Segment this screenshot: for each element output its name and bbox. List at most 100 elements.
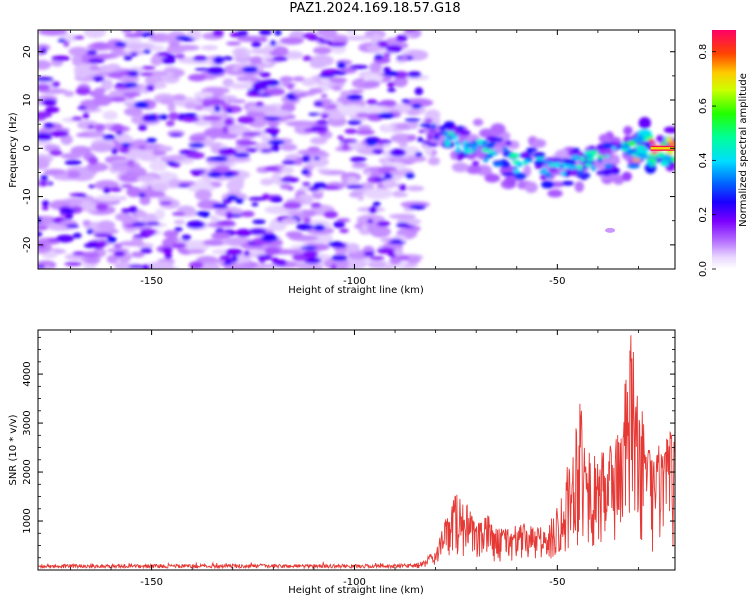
heatmap-cell xyxy=(270,144,281,152)
heatmap-cell xyxy=(188,261,204,269)
heatmap-cell xyxy=(82,219,91,226)
heatmap-cell xyxy=(243,250,251,257)
heatmap-cell xyxy=(141,32,150,38)
heatmap-cell xyxy=(107,71,125,79)
heatmap-cell xyxy=(621,144,631,149)
heatmap-cell xyxy=(186,220,206,229)
heatmap-cell xyxy=(251,202,259,207)
heatmap-cell xyxy=(414,87,424,96)
heatmap-cell xyxy=(167,103,176,112)
heatmap-cell xyxy=(554,149,572,160)
heatmap-cell xyxy=(620,147,630,152)
heatmap-cell xyxy=(433,136,440,140)
heatmap-cell xyxy=(166,160,177,167)
heatmap-cell xyxy=(158,145,173,152)
y-tick-label: 4000 xyxy=(22,361,33,386)
heatmap-cell xyxy=(210,167,230,173)
heatmap-cell xyxy=(411,103,422,109)
signal-peak-core xyxy=(650,147,675,150)
heatmap-cell xyxy=(66,170,81,179)
heatmap-cell xyxy=(431,123,437,130)
heatmap-cell xyxy=(237,115,255,124)
heatmap-cell xyxy=(123,107,143,117)
heatmap-cell xyxy=(230,255,239,263)
heatmap-cell xyxy=(285,50,304,60)
heatmap-cell xyxy=(465,141,475,148)
heatmap-cell xyxy=(162,172,179,180)
heatmap-cell xyxy=(230,82,250,90)
heatmap-cell xyxy=(88,184,96,189)
heatmap-cell xyxy=(261,234,278,242)
heatmap-cell xyxy=(148,114,156,121)
heatmap-cell xyxy=(279,184,292,190)
heatmap-cell xyxy=(106,254,119,264)
heatmap-cell xyxy=(318,39,333,44)
heatmap-cell xyxy=(401,99,411,104)
heatmap-cell xyxy=(38,136,53,141)
heatmap-cell xyxy=(187,183,216,193)
heatmap-cell xyxy=(297,149,326,156)
heatmap-cell xyxy=(87,156,99,165)
heatmap-cell xyxy=(249,56,264,67)
heatmap-cell xyxy=(94,194,123,202)
heatmap-cell xyxy=(154,208,166,220)
heatmap-cell xyxy=(211,259,227,264)
heatmap-cell xyxy=(409,204,426,210)
heatmap-cell xyxy=(169,133,183,137)
heatmap-cell xyxy=(134,210,147,218)
heatmap-cell xyxy=(131,222,147,227)
heatmap-cell xyxy=(38,30,68,36)
colorbar-tick-label: 0.0 xyxy=(698,261,709,277)
heatmap-cell xyxy=(38,76,54,82)
heatmap-cell xyxy=(482,139,489,145)
heatmap-cell xyxy=(264,127,280,135)
heatmap-cell xyxy=(143,49,151,54)
heatmap-cell xyxy=(43,122,55,129)
heatmap-cell xyxy=(542,167,547,173)
heatmap-cell xyxy=(316,119,329,125)
heatmap-cell xyxy=(40,47,47,55)
heatmap-cell xyxy=(213,56,224,65)
heatmap-cell xyxy=(481,147,491,153)
heatmap-cell xyxy=(455,147,462,153)
heatmap-cell xyxy=(188,142,205,148)
heatmap-cell xyxy=(172,242,187,249)
heatmap-cell xyxy=(72,232,82,239)
heatmap-cell xyxy=(611,146,617,151)
heatmap-cell xyxy=(294,262,320,269)
heatmap-cell xyxy=(383,52,391,58)
heatmap-cell xyxy=(145,137,157,144)
heatmap-cell xyxy=(407,71,422,78)
heatmap-cell xyxy=(455,142,462,147)
heatmap-cell xyxy=(502,146,509,152)
heatmap-cell xyxy=(77,105,87,111)
heatmap-cell xyxy=(327,116,347,127)
heatmap-cell xyxy=(49,149,63,156)
heatmap-cell xyxy=(185,151,205,160)
heatmap-cell xyxy=(320,113,330,119)
heatmap-cell xyxy=(237,141,258,146)
heatmap-cell xyxy=(491,137,504,142)
heatmap-cell xyxy=(428,128,437,134)
heatmap-cell xyxy=(301,78,317,87)
heatmap-cell xyxy=(111,148,118,155)
heatmap-cell xyxy=(138,145,146,150)
heatmap-cell xyxy=(114,41,127,48)
heatmap-cell xyxy=(331,85,343,92)
heatmap-cell xyxy=(425,123,432,129)
heatmap-cell xyxy=(38,59,52,70)
heatmap-cell xyxy=(289,89,303,94)
heatmap-cell xyxy=(209,215,217,220)
heatmap-cell xyxy=(60,209,76,213)
heatmap-cell xyxy=(588,150,599,154)
heatmap-cell xyxy=(173,219,185,225)
heatmap-cell xyxy=(396,192,408,197)
colorbar-label: Normalized spectral amplitude xyxy=(738,73,749,227)
heatmap-cell xyxy=(164,252,173,260)
heatmap-cell xyxy=(207,171,223,178)
heatmap-cell xyxy=(150,56,163,66)
heatmap-cell xyxy=(188,136,207,142)
heatmap-cell xyxy=(517,162,523,168)
heatmap-cell xyxy=(444,141,451,147)
